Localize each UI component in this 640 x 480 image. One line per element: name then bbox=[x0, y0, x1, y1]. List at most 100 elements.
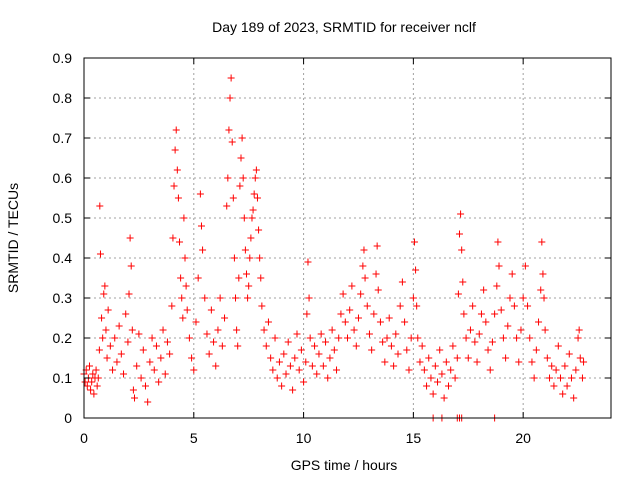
data-point bbox=[179, 314, 187, 322]
x-axis-label: GPS time / hours bbox=[291, 457, 398, 473]
data-point bbox=[245, 282, 253, 290]
y-tick-label: 0 bbox=[64, 410, 72, 426]
data-point bbox=[113, 358, 121, 366]
data-point bbox=[508, 270, 516, 278]
data-point bbox=[346, 306, 354, 314]
data-point bbox=[230, 254, 238, 262]
data-point bbox=[473, 358, 481, 366]
data-point bbox=[109, 366, 117, 374]
data-point bbox=[235, 274, 243, 282]
data-point bbox=[150, 366, 158, 374]
data-point bbox=[540, 294, 548, 302]
data-point bbox=[224, 174, 232, 182]
data-point bbox=[161, 370, 169, 378]
x-tick-label: 0 bbox=[80, 430, 88, 446]
data-point bbox=[269, 366, 277, 374]
data-point bbox=[171, 146, 179, 154]
data-point bbox=[513, 334, 521, 342]
data-point bbox=[141, 382, 149, 390]
data-point bbox=[486, 366, 494, 374]
data-point bbox=[190, 366, 198, 374]
data-point bbox=[410, 238, 418, 246]
data-point bbox=[152, 342, 160, 350]
data-point bbox=[401, 318, 409, 326]
data-point bbox=[96, 202, 104, 210]
data-point bbox=[291, 354, 299, 362]
y-tick-label: 0.3 bbox=[53, 290, 73, 306]
data-point bbox=[460, 310, 468, 318]
data-point bbox=[348, 282, 356, 290]
data-point bbox=[293, 330, 301, 338]
data-point bbox=[493, 282, 501, 290]
data-point bbox=[554, 342, 562, 350]
data-point bbox=[126, 234, 134, 242]
data-point bbox=[372, 270, 380, 278]
data-point bbox=[469, 302, 477, 310]
data-point bbox=[258, 302, 266, 310]
data-point bbox=[103, 354, 111, 362]
data-point bbox=[155, 378, 163, 386]
data-point bbox=[576, 354, 584, 362]
data-point bbox=[396, 302, 404, 310]
data-point bbox=[412, 266, 420, 274]
data-point bbox=[491, 310, 499, 318]
data-point bbox=[330, 346, 338, 354]
x-tick-label: 5 bbox=[190, 430, 198, 446]
data-point bbox=[250, 190, 258, 198]
data-point bbox=[83, 382, 91, 390]
data-point bbox=[267, 354, 275, 362]
data-point bbox=[117, 350, 125, 358]
data-point bbox=[413, 302, 421, 310]
data-point bbox=[180, 214, 188, 222]
data-point bbox=[537, 286, 545, 294]
data-point bbox=[454, 290, 462, 298]
data-point bbox=[449, 342, 457, 350]
data-point bbox=[398, 278, 406, 286]
data-point bbox=[482, 318, 490, 326]
data-point bbox=[98, 314, 106, 322]
data-point bbox=[374, 286, 382, 294]
data-point bbox=[363, 302, 371, 310]
data-point bbox=[125, 290, 133, 298]
data-point bbox=[302, 358, 310, 366]
data-point bbox=[416, 358, 424, 366]
data-point bbox=[163, 338, 171, 346]
data-point bbox=[373, 242, 381, 250]
data-point bbox=[322, 338, 330, 346]
data-point bbox=[326, 354, 334, 362]
data-point bbox=[368, 346, 376, 354]
chart-title: Day 189 of 2023, SRMTID for receiver ncl… bbox=[212, 19, 476, 35]
data-point bbox=[341, 318, 349, 326]
data-point bbox=[144, 398, 152, 406]
data-point bbox=[359, 262, 367, 270]
data-point bbox=[111, 334, 119, 342]
data-point bbox=[379, 338, 387, 346]
data-point bbox=[350, 326, 358, 334]
y-tick-label: 0.2 bbox=[53, 330, 73, 346]
y-tick-label: 0.8 bbox=[53, 90, 73, 106]
data-point bbox=[238, 134, 246, 142]
data-point bbox=[104, 306, 112, 314]
data-point bbox=[305, 294, 313, 302]
data-point bbox=[81, 378, 89, 386]
data-point bbox=[133, 362, 141, 370]
data-point bbox=[203, 330, 211, 338]
data-point bbox=[188, 354, 196, 362]
data-point bbox=[405, 366, 413, 374]
data-point bbox=[339, 290, 347, 298]
data-point bbox=[477, 310, 485, 318]
data-point bbox=[212, 362, 220, 370]
data-point bbox=[221, 314, 229, 322]
data-point bbox=[128, 326, 136, 334]
data-point bbox=[471, 338, 479, 346]
data-point bbox=[574, 334, 582, 342]
data-point bbox=[436, 346, 444, 354]
data-point bbox=[352, 342, 360, 350]
data-point bbox=[127, 262, 135, 270]
data-point bbox=[120, 370, 128, 378]
data-point bbox=[539, 270, 547, 278]
data-point bbox=[528, 358, 536, 366]
data-point bbox=[543, 354, 551, 362]
data-point bbox=[176, 238, 184, 246]
